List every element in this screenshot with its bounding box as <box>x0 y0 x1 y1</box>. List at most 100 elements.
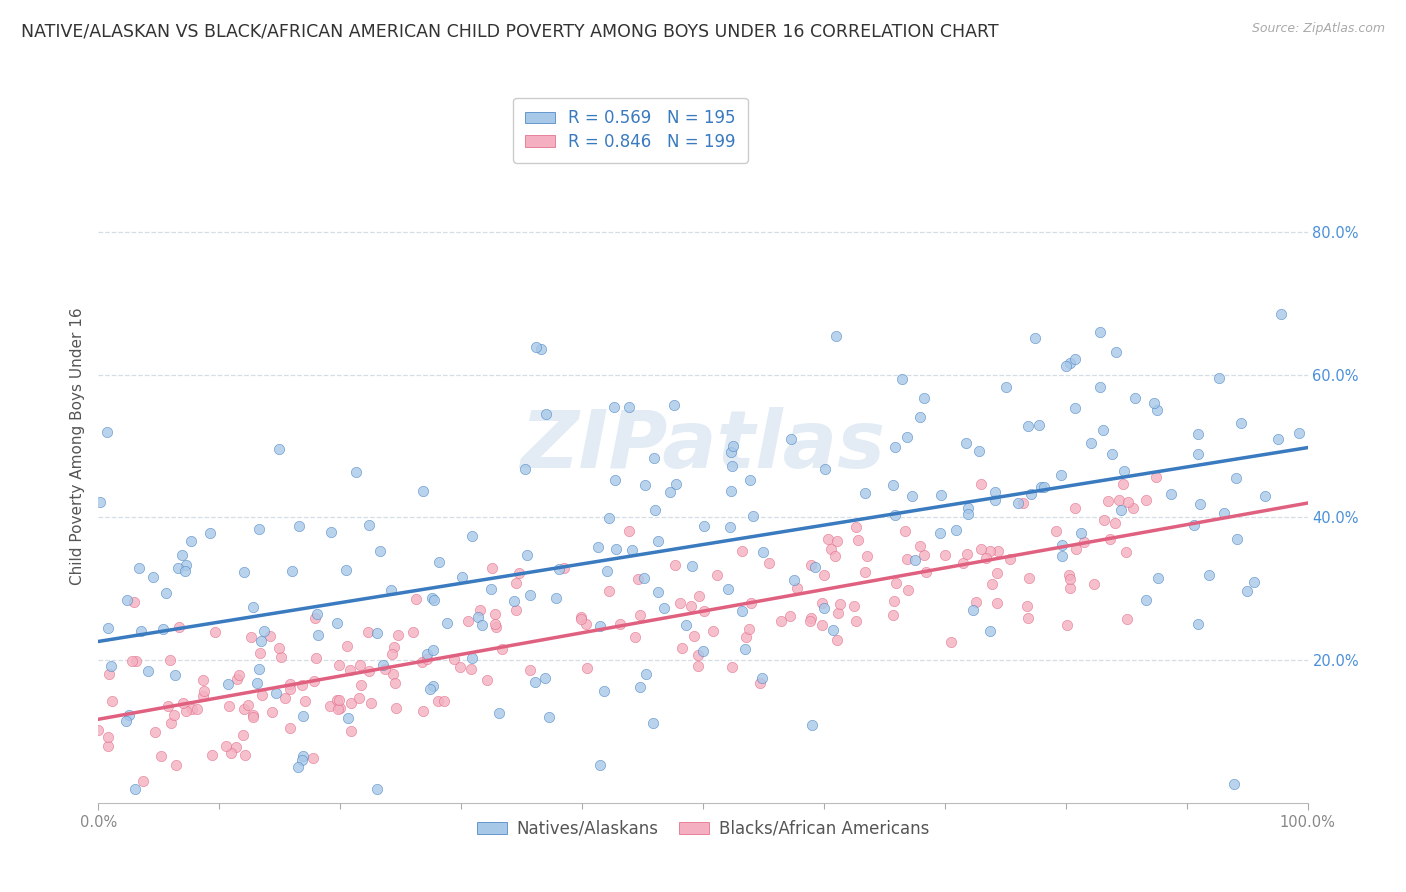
Point <box>1088 380 1111 394</box>
Point <box>460 662 482 676</box>
Point <box>825 632 848 647</box>
Point <box>1057 568 1080 582</box>
Point <box>970 476 993 491</box>
Point <box>236 698 259 712</box>
Point <box>232 702 254 716</box>
Point <box>779 433 801 447</box>
Point <box>411 655 433 669</box>
Point <box>957 507 980 521</box>
Point <box>218 698 240 713</box>
Point <box>1208 371 1230 385</box>
Point <box>1115 612 1137 626</box>
Point <box>589 619 612 633</box>
Point <box>1213 506 1236 520</box>
Point <box>505 603 527 617</box>
Point <box>894 524 917 538</box>
Point <box>801 718 824 732</box>
Point <box>422 593 444 607</box>
Point <box>945 523 967 537</box>
Point <box>1059 581 1081 595</box>
Point <box>250 634 273 648</box>
Point <box>233 747 256 762</box>
Point <box>1226 532 1249 546</box>
Point <box>1064 401 1087 415</box>
Point <box>824 329 846 343</box>
Point <box>634 666 657 681</box>
Point <box>422 679 444 693</box>
Point <box>250 688 273 702</box>
Point <box>124 781 146 796</box>
Point <box>617 400 640 414</box>
Point <box>681 559 703 574</box>
Point <box>652 601 675 615</box>
Point <box>1114 464 1136 478</box>
Point <box>304 673 326 688</box>
Point <box>515 462 537 476</box>
Point <box>305 650 328 665</box>
Point <box>717 582 740 596</box>
Point <box>813 461 835 475</box>
Point <box>402 624 425 639</box>
Point <box>1108 492 1130 507</box>
Point <box>294 694 316 708</box>
Point <box>433 694 456 708</box>
Point <box>291 748 314 763</box>
Point <box>1070 526 1092 541</box>
Point <box>1059 356 1081 370</box>
Point <box>457 615 479 629</box>
Point <box>979 624 1001 638</box>
Point <box>688 589 710 603</box>
Point <box>1050 538 1073 552</box>
Point <box>505 575 527 590</box>
Point <box>974 551 997 566</box>
Point <box>382 640 405 655</box>
Point <box>242 710 264 724</box>
Point <box>720 445 742 459</box>
Point <box>721 439 744 453</box>
Point <box>384 700 406 714</box>
Point <box>278 682 301 697</box>
Point <box>884 440 907 454</box>
Point <box>644 503 666 517</box>
Point <box>823 623 845 637</box>
Point <box>1073 535 1095 549</box>
Point <box>1187 446 1209 460</box>
Point <box>204 624 226 639</box>
Point <box>359 517 381 532</box>
Point <box>811 596 834 610</box>
Point <box>799 558 821 572</box>
Point <box>1146 402 1168 417</box>
Point <box>193 684 215 698</box>
Point <box>799 615 821 629</box>
Point <box>693 519 716 533</box>
Point <box>419 681 441 696</box>
Point <box>232 729 254 743</box>
Point <box>1083 577 1105 591</box>
Point <box>589 758 612 772</box>
Point <box>593 684 616 698</box>
Point <box>233 565 256 579</box>
Point <box>692 643 714 657</box>
Point <box>720 484 742 499</box>
Point <box>484 607 506 621</box>
Point <box>412 704 434 718</box>
Point <box>96 425 118 439</box>
Point <box>159 716 181 731</box>
Point <box>1267 432 1289 446</box>
Point <box>804 560 827 574</box>
Point <box>1050 468 1073 483</box>
Point <box>101 694 124 708</box>
Point <box>450 570 472 584</box>
Point <box>665 476 688 491</box>
Point <box>328 692 350 706</box>
Point <box>934 548 956 562</box>
Point <box>1142 395 1164 409</box>
Point <box>339 663 361 677</box>
Point <box>824 549 846 563</box>
Point <box>553 560 575 574</box>
Point <box>262 705 284 719</box>
Point <box>575 617 598 632</box>
Point <box>427 694 450 708</box>
Point <box>603 400 626 414</box>
Point <box>987 543 1010 558</box>
